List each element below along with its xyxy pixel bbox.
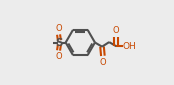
Text: S: S <box>56 37 63 48</box>
Text: O: O <box>55 52 62 61</box>
Text: OH: OH <box>123 42 137 51</box>
Text: O: O <box>100 58 106 67</box>
Text: O: O <box>55 24 62 33</box>
Text: O: O <box>113 26 120 35</box>
